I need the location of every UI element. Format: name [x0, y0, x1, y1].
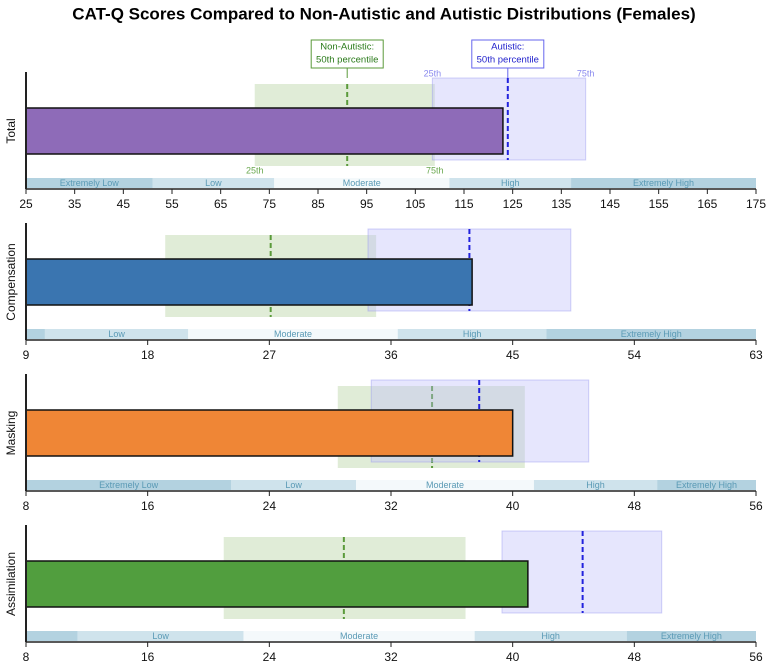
range-segment	[449, 178, 572, 188]
x-tick-label: 115	[454, 197, 473, 211]
range-segment	[26, 178, 153, 188]
range-label: Extremely High	[633, 178, 694, 188]
range-segment	[274, 178, 450, 188]
range-segment	[152, 178, 275, 188]
range-label: Extremely Low	[99, 480, 159, 490]
range-label: Moderate	[343, 178, 381, 188]
range-segment	[188, 329, 398, 339]
percentile-label: 75th	[426, 165, 444, 175]
x-tick-label: 48	[628, 499, 642, 513]
x-tick-label: 18	[141, 348, 155, 362]
y-category-label: Masking	[4, 411, 18, 456]
bar	[25, 560, 529, 608]
x-tick-label: 125	[503, 197, 523, 211]
x-tick-label: 36	[384, 348, 398, 362]
percentile-label: 75th	[577, 68, 595, 78]
x-tick-label: 40	[506, 650, 520, 664]
range-label: Extremely High	[661, 631, 722, 641]
range-segment	[571, 178, 756, 188]
range-segment	[657, 480, 756, 490]
range-label: High	[501, 178, 520, 188]
range-label: Moderate	[426, 480, 464, 490]
x-tick-label: 35	[68, 197, 82, 211]
range-segment	[77, 631, 244, 641]
range-segment	[26, 480, 232, 490]
x-tick-label: 56	[749, 499, 763, 513]
x-tick-label: 9	[23, 348, 30, 362]
bar	[25, 409, 514, 457]
annotation-box	[310, 39, 384, 69]
x-tick-label: 175	[746, 197, 766, 211]
range-label: Extremely High	[621, 329, 682, 339]
x-tick-label: 105	[405, 197, 425, 211]
range-label: Low	[108, 329, 125, 339]
bar	[25, 107, 504, 155]
x-tick-label: 16	[141, 499, 155, 513]
x-tick-label: 48	[628, 650, 642, 664]
percentile-label: 25th	[246, 165, 264, 175]
range-label: Low	[152, 631, 169, 641]
x-tick-label: 45	[506, 348, 520, 362]
range-label: Extremely High	[676, 480, 737, 490]
range-segment	[626, 631, 756, 641]
range-segment	[243, 631, 475, 641]
annotation-text: Autistic:	[491, 42, 524, 53]
range-label: High	[463, 329, 482, 339]
range-segment	[397, 329, 547, 339]
annotation-box	[471, 39, 545, 69]
x-tick-label: 24	[263, 499, 277, 513]
range-segment	[546, 329, 756, 339]
x-tick-label: 45	[117, 197, 131, 211]
x-tick-label: 135	[551, 197, 571, 211]
x-tick-label: 8	[23, 499, 30, 513]
range-segment	[44, 329, 189, 339]
x-tick-label: 145	[600, 197, 620, 211]
y-category-label: Compensation	[4, 243, 18, 320]
range-segment	[26, 329, 45, 339]
bar	[25, 258, 473, 306]
x-tick-label: 85	[311, 197, 325, 211]
y-category-label: Assimilation	[4, 552, 18, 616]
x-tick-label: 32	[384, 499, 398, 513]
x-tick-label: 54	[628, 348, 642, 362]
x-tick-label: 27	[263, 348, 277, 362]
x-tick-label: 65	[214, 197, 228, 211]
x-tick-label: 16	[141, 650, 155, 664]
x-tick-label: 8	[23, 650, 30, 664]
range-segment	[356, 480, 534, 490]
x-tick-label: 32	[384, 650, 398, 664]
x-tick-label: 40	[506, 499, 520, 513]
range-label: Extremely Low	[60, 178, 120, 188]
annotation-text: 50th percentile	[316, 55, 378, 66]
x-tick-label: 95	[360, 197, 374, 211]
y-category-label: Total	[4, 118, 18, 143]
annotation-text: 50th percentile	[477, 55, 539, 66]
range-label: Low	[285, 480, 302, 490]
range-label: Moderate	[274, 329, 312, 339]
x-tick-label: 75	[263, 197, 277, 211]
range-segment	[474, 631, 627, 641]
range-label: High	[541, 631, 560, 641]
x-tick-label: 155	[649, 197, 669, 211]
range-label: Low	[205, 178, 222, 188]
annotation-text: Non-Autistic:	[320, 42, 374, 53]
x-tick-label: 55	[165, 197, 179, 211]
x-tick-label: 56	[749, 650, 763, 664]
range-segment	[533, 480, 658, 490]
x-tick-label: 165	[697, 197, 717, 211]
chart-title: CAT-Q Scores Compared to Non-Autistic an…	[72, 4, 695, 23]
x-tick-label: 24	[263, 650, 277, 664]
percentile-label: 25th	[424, 68, 442, 78]
range-label: Moderate	[340, 631, 378, 641]
range-segment	[26, 631, 78, 641]
x-tick-label: 25	[19, 197, 33, 211]
range-label: High	[586, 480, 605, 490]
x-tick-label: 63	[749, 348, 763, 362]
range-segment	[231, 480, 357, 490]
